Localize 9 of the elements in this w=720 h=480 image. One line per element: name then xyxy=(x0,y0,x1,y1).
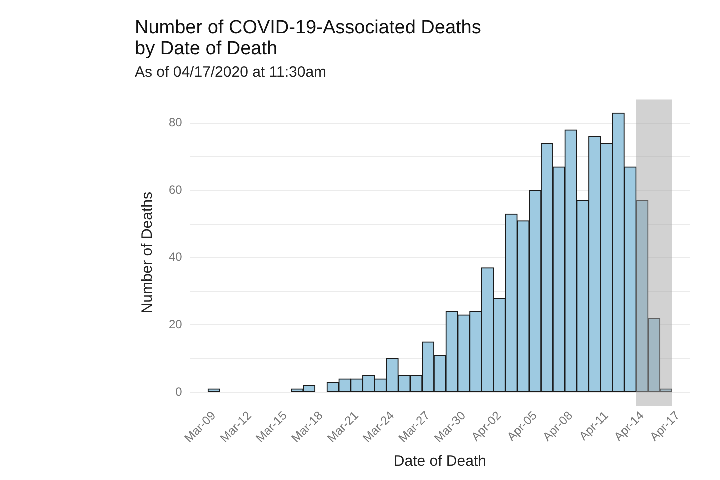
y-tick-label: 40 xyxy=(168,250,183,264)
y-tick-label: 60 xyxy=(168,182,183,197)
chart-title: Number of COVID-19-Associated Deaths by Date of Death xyxy=(135,18,482,60)
y-axis-title: Number of Deaths xyxy=(139,192,156,314)
chart-subtitle: As of 04/17/2020 at 11:30am xyxy=(135,64,327,81)
x-axis-title: Date of Death xyxy=(394,453,486,470)
y-tick-label: 0 xyxy=(176,384,183,399)
y-tick-label: 80 xyxy=(168,116,183,130)
y-tick-label: 20 xyxy=(168,318,183,332)
